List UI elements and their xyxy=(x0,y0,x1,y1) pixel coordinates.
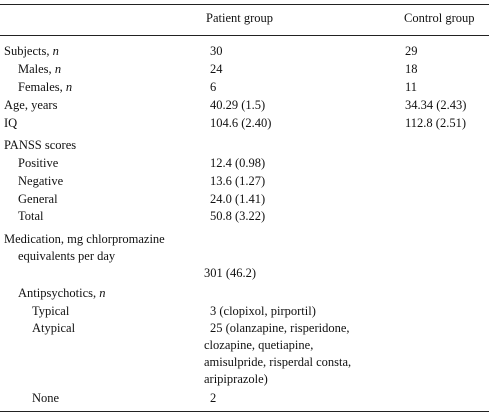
cell-iq-patient: 104.6 (2.40) xyxy=(210,116,272,130)
cell-iq-control: 112.8 (2.51) xyxy=(405,116,466,130)
cell-subjects-patient: 30 xyxy=(210,44,223,58)
cell-atypical-patient-line4: aripiprazole) xyxy=(204,372,268,386)
cell-general-patient: 24.0 (1.41) xyxy=(210,192,266,206)
row-label-total: Total xyxy=(18,209,44,223)
header-patient-group: Patient group xyxy=(206,11,274,25)
cell-atypical-patient-line2: clozapine, quetiapine, xyxy=(204,338,314,352)
cell-positive-patient: 12.4 (0.98) xyxy=(210,156,266,170)
cell-females-patient: 6 xyxy=(210,80,217,94)
row-label-none: None xyxy=(32,391,60,405)
row-label-age: Age, years xyxy=(4,98,58,112)
row-label-medication-line1: Medication, mg chlorpromazine xyxy=(4,232,165,246)
row-label-subjects: Subjects, n xyxy=(4,44,59,58)
cell-males-patient: 24 xyxy=(210,62,223,76)
row-label-panss: PANSS scores xyxy=(4,138,77,152)
top-rule xyxy=(0,4,489,5)
cell-age-control: 34.34 (2.43) xyxy=(405,98,467,112)
row-label-negative: Negative xyxy=(18,174,64,188)
cell-none-patient: 2 xyxy=(210,391,217,405)
cell-females-control: 11 xyxy=(405,80,418,94)
cell-atypical-patient-line3: amisulpride, risperdal consta, xyxy=(204,355,352,369)
bottom-rule xyxy=(0,411,489,412)
row-label-atypical: Atypical xyxy=(32,321,76,335)
row-label-general: General xyxy=(18,192,58,206)
cell-age-patient: 40.29 (1.5) xyxy=(210,98,266,112)
row-label-typical: Typical xyxy=(32,304,70,318)
cell-subjects-control: 29 xyxy=(405,44,418,58)
cell-medication-patient: 301 (46.2) xyxy=(204,266,257,280)
cell-atypical-patient-line1: 25 (olanzapine, risperidone, xyxy=(210,321,350,335)
row-label-positive: Positive xyxy=(18,156,59,170)
row-label-females: Females, n xyxy=(18,80,73,94)
cell-males-control: 18 xyxy=(405,62,418,76)
row-label-males: Males, n xyxy=(18,62,62,76)
row-label-antipsychotics: Antipsychotics, n xyxy=(18,286,106,300)
row-label-iq: IQ xyxy=(4,116,18,130)
cell-negative-patient: 13.6 (1.27) xyxy=(210,174,266,188)
header-rule xyxy=(0,35,489,36)
header-control-group: Control group xyxy=(404,11,475,25)
cell-typical-patient: 3 (clopixol, pirportil) xyxy=(210,304,316,318)
cell-total-patient: 50.8 (3.22) xyxy=(210,209,266,223)
row-label-medication-line2: equivalents per day xyxy=(18,249,116,263)
